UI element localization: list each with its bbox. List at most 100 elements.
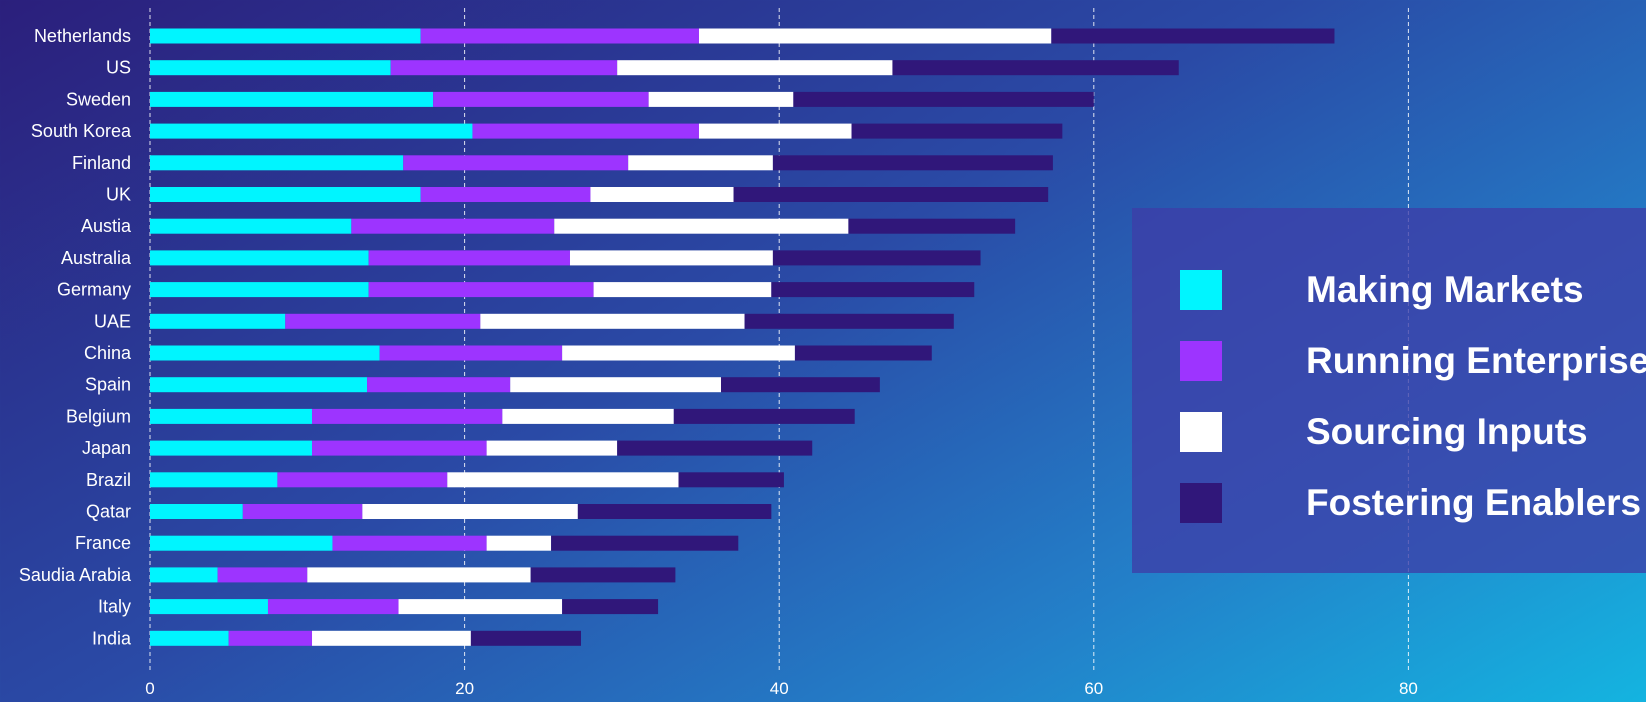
category-label: Netherlands: [34, 26, 131, 46]
bar-uae-making-markets: [150, 313, 286, 329]
category-label: Italy: [98, 597, 131, 617]
category-label: UK: [106, 185, 131, 205]
bar-brazil-making-markets: [150, 472, 278, 488]
bar-austia-running-enterprises: [351, 218, 555, 234]
category-label: South Korea: [31, 121, 132, 141]
bar-uk-sourcing-inputs: [590, 187, 734, 202]
bar-belgium-fostering-enablers: [673, 408, 855, 424]
bar-south-korea-sourcing-inputs: [698, 123, 852, 139]
category-label: Saudia Arabia: [19, 565, 132, 585]
legend: Making Markets Running Enterprises Sourc…: [1132, 208, 1646, 573]
bar-netherlands-fostering-enablers: [1051, 28, 1335, 44]
bar-finland-making-markets: [150, 155, 404, 171]
category-label: Finland: [72, 153, 131, 173]
bar-japan-fostering-enablers: [617, 440, 813, 456]
bar-brazil-fostering-enablers: [678, 472, 784, 488]
bar-south-korea-fostering-enablers: [851, 123, 1063, 139]
bar-italy-sourcing-inputs: [398, 599, 563, 615]
category-label: Brazil: [86, 470, 131, 490]
bar-austia-fostering-enablers: [848, 218, 1016, 234]
category-labels: Netherlands US Sweden South Korea Finland UK A…: [19, 26, 132, 648]
bar-uae-fostering-enablers: [744, 313, 954, 329]
bar-australia-fostering-enablers: [772, 250, 981, 266]
bar-spain-fostering-enablers: [720, 377, 880, 393]
bar-uk-making-markets: [150, 187, 421, 202]
category-label: Spain: [85, 375, 131, 395]
bar-sweden-running-enterprises: [433, 91, 649, 107]
legend-label-making-markets: Making Markets: [1306, 269, 1584, 310]
bar-uae-sourcing-inputs: [480, 313, 745, 329]
bar-uk-fostering-enablers: [733, 187, 1049, 202]
bar-us-making-markets: [150, 60, 391, 76]
bar-italy-fostering-enablers: [562, 599, 659, 615]
bar-france-making-markets: [150, 535, 333, 551]
bar-australia-running-enterprises: [368, 250, 570, 266]
bar-saudia-arabia-running-enterprises: [217, 567, 308, 583]
bar-sweden-making-markets: [150, 91, 434, 107]
bar-finland-running-enterprises: [403, 155, 629, 171]
category-label: Australia: [61, 248, 132, 268]
bar-qatar-running-enterprises: [242, 504, 363, 519]
bar-china-sourcing-inputs: [562, 345, 795, 361]
bar-india-sourcing-inputs: [312, 630, 471, 646]
bars: [150, 28, 1335, 646]
bar-sweden-fostering-enablers: [793, 91, 1094, 107]
bar-us-sourcing-inputs: [617, 60, 893, 76]
category-label: China: [84, 343, 132, 363]
bar-japan-sourcing-inputs: [486, 440, 618, 456]
x-axis-tick-labels: 0 20 40 60 80: [145, 679, 1418, 698]
bar-uk-running-enterprises: [420, 187, 591, 202]
x-tick-label: 80: [1399, 679, 1418, 698]
legend-swatch-running-enterprises: [1180, 341, 1222, 381]
bar-finland-sourcing-inputs: [628, 155, 773, 171]
bar-china-fostering-enablers: [794, 345, 932, 361]
bar-brazil-running-enterprises: [277, 472, 448, 488]
bar-south-korea-running-enterprises: [472, 123, 699, 139]
bar-china-making-markets: [150, 345, 380, 361]
bar-india-fostering-enablers: [470, 630, 582, 646]
bar-brazil-sourcing-inputs: [447, 472, 679, 488]
x-tick-label: 0: [145, 679, 154, 698]
bar-austia-making-markets: [150, 218, 352, 234]
category-label: Germany: [57, 280, 131, 300]
category-label: Sweden: [66, 89, 131, 109]
category-label: US: [106, 58, 131, 78]
bar-austia-sourcing-inputs: [554, 218, 849, 234]
x-tick-label: 20: [455, 679, 474, 698]
x-tick-label: 60: [1084, 679, 1103, 698]
bar-japan-running-enterprises: [312, 440, 487, 456]
bar-saudia-arabia-making-markets: [150, 567, 218, 583]
legend-swatch-fostering-enablers: [1180, 483, 1222, 523]
category-label: India: [92, 628, 132, 648]
bar-india-making-markets: [150, 630, 229, 646]
bar-us-running-enterprises: [390, 60, 618, 76]
legend-swatch-sourcing-inputs: [1180, 412, 1222, 452]
bar-uae-running-enterprises: [285, 313, 481, 329]
category-label: France: [75, 533, 131, 553]
bar-spain-running-enterprises: [367, 377, 511, 393]
bar-belgium-running-enterprises: [312, 408, 503, 424]
category-label: Japan: [82, 438, 131, 458]
bar-china-running-enterprises: [379, 345, 563, 361]
legend-label-fostering-enablers: Fostering Enablers: [1306, 482, 1642, 523]
category-label: UAE: [94, 311, 131, 331]
x-tick-label: 40: [770, 679, 789, 698]
bar-japan-making-markets: [150, 440, 313, 456]
bar-spain-sourcing-inputs: [510, 377, 721, 393]
bar-spain-making-markets: [150, 377, 368, 393]
bar-australia-making-markets: [150, 250, 369, 266]
bar-sweden-sourcing-inputs: [648, 91, 794, 107]
bar-qatar-fostering-enablers: [577, 504, 772, 519]
bar-germany-making-markets: [150, 282, 369, 298]
bar-italy-running-enterprises: [267, 599, 399, 615]
category-label: Belgium: [66, 406, 131, 426]
bar-belgium-making-markets: [150, 408, 313, 424]
bar-netherlands-running-enterprises: [420, 28, 699, 44]
bar-france-running-enterprises: [332, 535, 487, 551]
bar-saudia-arabia-fostering-enablers: [530, 567, 676, 583]
bar-italy-making-markets: [150, 599, 268, 615]
bar-germany-sourcing-inputs: [593, 282, 772, 298]
bar-us-fostering-enablers: [892, 60, 1179, 76]
bar-saudia-arabia-sourcing-inputs: [307, 567, 531, 583]
